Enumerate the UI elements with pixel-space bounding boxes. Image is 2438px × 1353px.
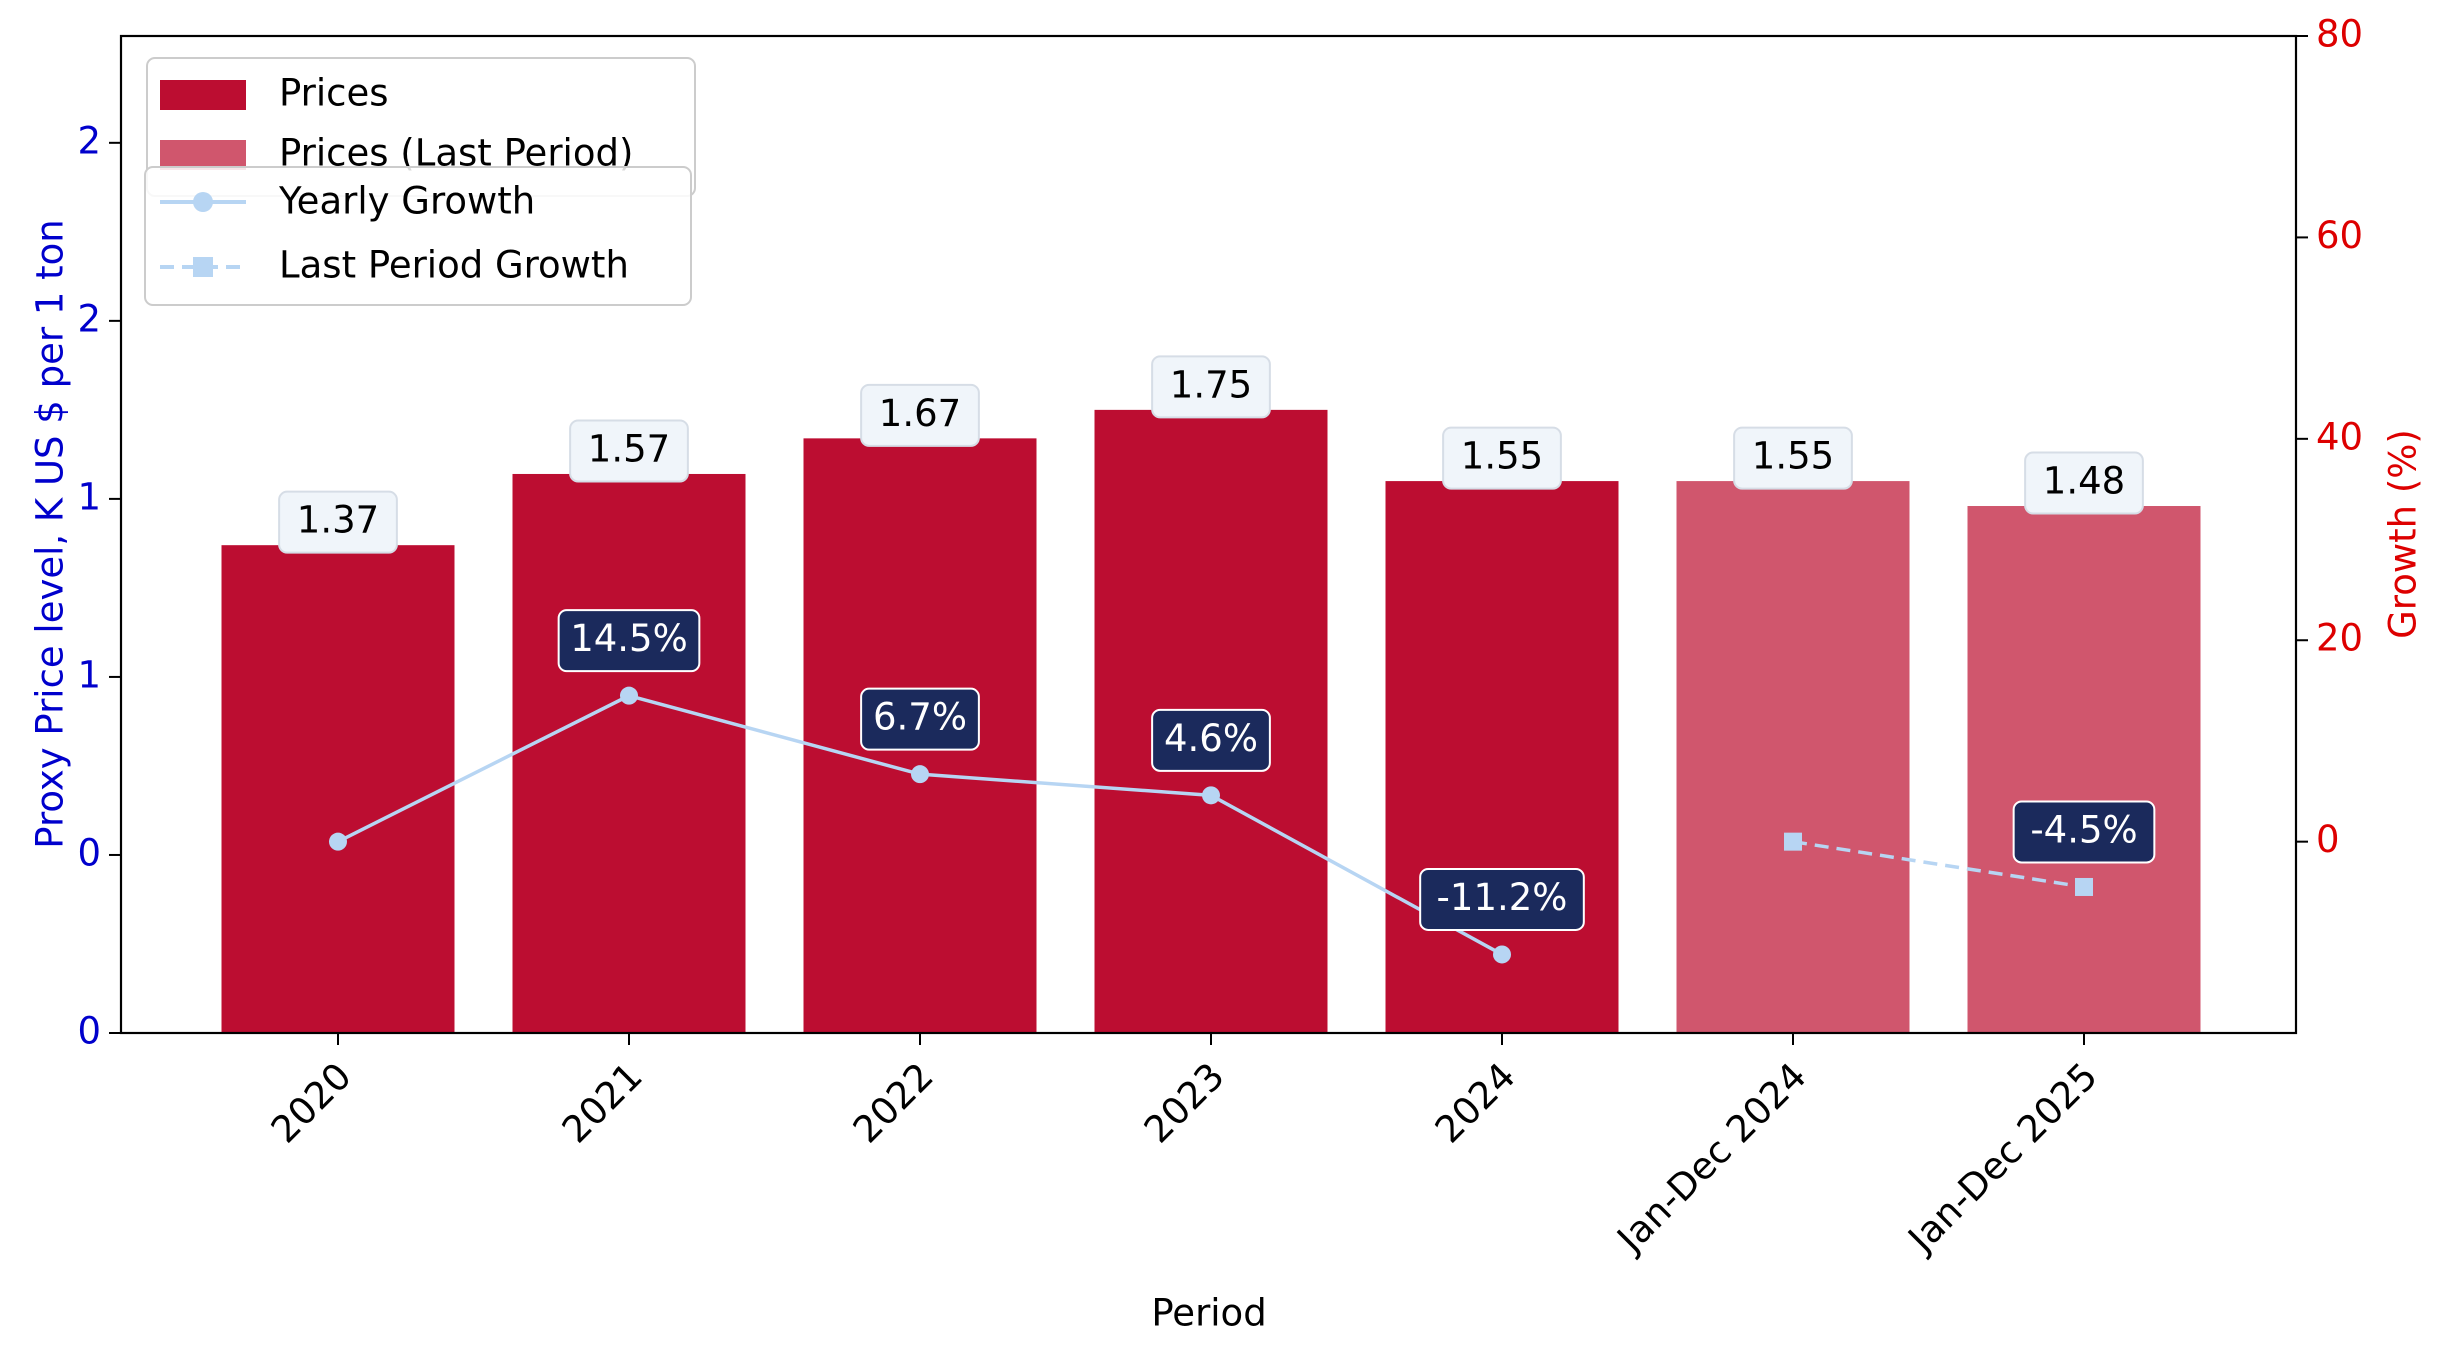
left-tick-label: 2 xyxy=(77,297,101,340)
plot-frame xyxy=(119,34,2298,1035)
price-label-4-box xyxy=(1442,426,1562,490)
growth-label-4-box xyxy=(1419,867,1585,931)
growth-point xyxy=(1202,786,1220,805)
price-label-4: 1.55 xyxy=(1461,435,1543,478)
left-axis: 0 0 1 1 2 2 xyxy=(77,119,121,1053)
growth-label-3-box xyxy=(1151,708,1271,772)
x-tick-label: 2023 xyxy=(1136,1054,1233,1151)
bar-2020 xyxy=(221,545,455,1033)
right-tick-label: 40 xyxy=(2316,415,2363,458)
price-label-6: 1.48 xyxy=(2043,460,2125,503)
left-tick-label: 1 xyxy=(77,475,101,518)
growth-label-3: 4.6% xyxy=(1164,717,1258,760)
right-tick-label: 20 xyxy=(2316,617,2363,660)
growth-line-1 xyxy=(1792,839,2085,889)
price-label-3-box xyxy=(1151,355,1271,419)
legend: Prices Prices (Last Period) Yearly Growt… xyxy=(144,57,696,306)
left-tick-label: 0 xyxy=(77,831,101,874)
legend-label-yearly-growth: Yearly Growth xyxy=(278,180,535,223)
legend-label-prices: Prices xyxy=(279,72,389,115)
growth-label-1: 14.5% xyxy=(570,617,688,660)
growth-point xyxy=(911,765,929,784)
bar-2024 xyxy=(1385,481,1619,1033)
legend-swatch-prices-last-period xyxy=(160,140,246,170)
y-axis-right-label: Growth (%) xyxy=(2382,429,2425,639)
growth-label-6: -4.5% xyxy=(2030,808,2137,851)
growth-lines-layer xyxy=(329,686,2093,964)
x-tick-label: Jan-Dec 2024 xyxy=(1608,1054,1815,1261)
growth-label-1-box xyxy=(557,609,701,673)
x-tick-label: Jan-Dec 2025 xyxy=(1899,1054,2106,1261)
bar-jan-dec-2024 xyxy=(1676,481,1910,1033)
left-tick-label: 0 xyxy=(77,1010,101,1053)
x-tick-label: 2020 xyxy=(263,1054,360,1151)
price-label-5-box xyxy=(1733,426,1853,490)
left-tick-label: 1 xyxy=(77,653,101,696)
price-label-2: 1.67 xyxy=(879,392,961,435)
right-tick-label: 80 xyxy=(2316,13,2363,56)
legend-label-last-period-growth: Last Period Growth xyxy=(279,244,629,287)
price-label-6-box xyxy=(2024,451,2144,515)
x-tick-label: 2021 xyxy=(554,1054,651,1151)
growth-label-6-box xyxy=(2012,800,2156,864)
legend-swatch-prices xyxy=(160,80,246,110)
x-tick-label: 2022 xyxy=(845,1054,942,1151)
bar-2021 xyxy=(512,473,746,1033)
growth-point xyxy=(620,686,638,705)
bars-layer xyxy=(221,409,2201,1033)
price-label-1-box xyxy=(569,419,689,483)
price-label-0: 1.37 xyxy=(297,499,379,542)
price-label-0-box xyxy=(278,490,398,554)
growth-point xyxy=(329,832,347,851)
growth-label-4: -11.2% xyxy=(1437,876,1568,919)
legend-marker-yearly-growth xyxy=(193,192,213,212)
left-tick-label: 2 xyxy=(77,119,101,162)
price-label-1: 1.57 xyxy=(588,427,670,470)
right-tick-label: 60 xyxy=(2316,214,2363,257)
value-labels-layer: 1.37 1.57 1.67 1.75 1.55 1.55 1.48 14.5% 6.7% 4.6… xyxy=(278,355,2156,931)
x-axis-label: Period xyxy=(1151,1292,1266,1335)
growth-point-square xyxy=(2075,877,2093,896)
growth-point-square xyxy=(1784,832,1802,851)
right-tick-label: 0 xyxy=(2316,818,2340,861)
legend-marker-last-period-growth xyxy=(193,257,213,277)
price-label-3: 1.75 xyxy=(1170,363,1252,406)
growth-label-2: 6.7% xyxy=(873,696,967,739)
legend-box-lines xyxy=(144,166,692,306)
right-axis: 0 20 40 60 80 xyxy=(2296,13,2363,861)
x-tick-label: 2024 xyxy=(1427,1054,1524,1151)
y-axis-left-label: Proxy Price level, K US $ per 1 ton xyxy=(29,219,72,848)
x-axis: 2020 2021 2022 2023 2024 Jan-Dec 2024 Jan-Dec … xyxy=(263,1033,2106,1262)
bar-jan-dec-2025 xyxy=(1967,506,2201,1033)
price-label-5: 1.55 xyxy=(1752,435,1834,478)
price-label-2-box xyxy=(860,383,980,447)
growth-point xyxy=(1493,945,1511,964)
growth-label-2-box xyxy=(860,687,980,751)
